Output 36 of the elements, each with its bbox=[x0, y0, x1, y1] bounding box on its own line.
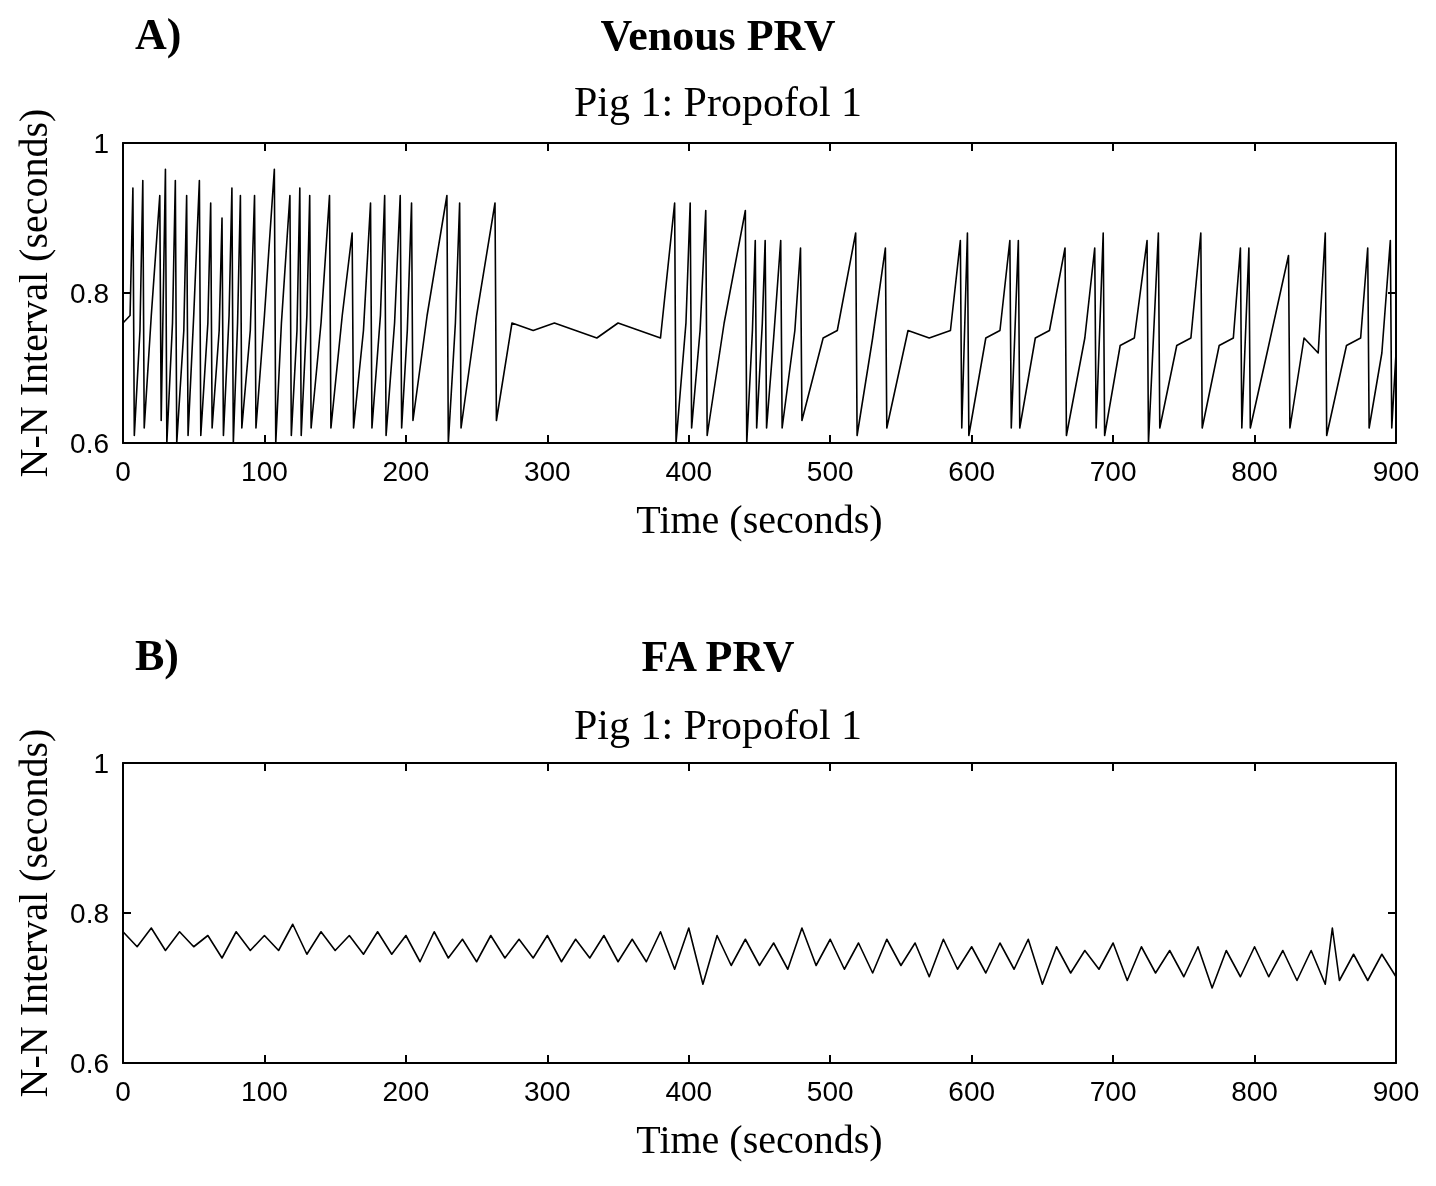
x-axis-title: Time (seconds) bbox=[636, 1116, 883, 1162]
text: B) bbox=[135, 630, 179, 680]
x-tick-label: 100 bbox=[241, 1075, 288, 1107]
x-tick-label: 500 bbox=[806, 1075, 854, 1107]
x-tick-label: 100 bbox=[241, 455, 288, 487]
y-axis-title: N-N Interval (seconds) bbox=[10, 728, 56, 1098]
x-tick-label: 400 bbox=[665, 455, 713, 487]
x-tick-label: 800 bbox=[1231, 1075, 1278, 1107]
y-tick-label: 0.8 bbox=[70, 897, 109, 929]
x-tick-label: 900 bbox=[1372, 1075, 1420, 1107]
y-tick-label: 0.6 bbox=[70, 427, 109, 459]
y-tick-label: 1 bbox=[93, 747, 109, 779]
x-tick-label: 800 bbox=[1231, 455, 1278, 487]
x-tick-label: 300 bbox=[523, 455, 571, 487]
x-tick-label: 0 bbox=[115, 1075, 131, 1107]
x-tick-label: 200 bbox=[382, 455, 430, 487]
x-tick-label: 500 bbox=[806, 455, 854, 487]
text: A) bbox=[135, 9, 182, 59]
y-tick-label: 0.6 bbox=[70, 1047, 109, 1079]
x-tick-label: 900 bbox=[1372, 455, 1420, 487]
y-tick-label: 0.8 bbox=[70, 277, 109, 309]
x-tick-label: 400 bbox=[665, 1075, 713, 1107]
chart-subtitle: Pig 1: Propofol 1 bbox=[573, 79, 863, 125]
x-tick-label: 0 bbox=[115, 455, 131, 487]
x-tick-label: 700 bbox=[1089, 1075, 1137, 1107]
x-axis-title: Time (seconds) bbox=[636, 496, 883, 542]
x-tick-label: 600 bbox=[948, 455, 996, 487]
x-tick-label: 300 bbox=[523, 1075, 571, 1107]
y-axis-title: N-N Interval (seconds) bbox=[10, 108, 56, 478]
chart-title: FA PRV bbox=[641, 631, 795, 681]
chart-title: Venous PRV bbox=[600, 10, 836, 60]
x-tick-label: 200 bbox=[382, 1075, 430, 1107]
chart-subtitle: Pig 1: Propofol 1 bbox=[573, 702, 863, 748]
x-tick-label: 600 bbox=[948, 1075, 996, 1107]
y-tick-label: 1 bbox=[93, 127, 109, 159]
x-tick-label: 700 bbox=[1089, 455, 1137, 487]
